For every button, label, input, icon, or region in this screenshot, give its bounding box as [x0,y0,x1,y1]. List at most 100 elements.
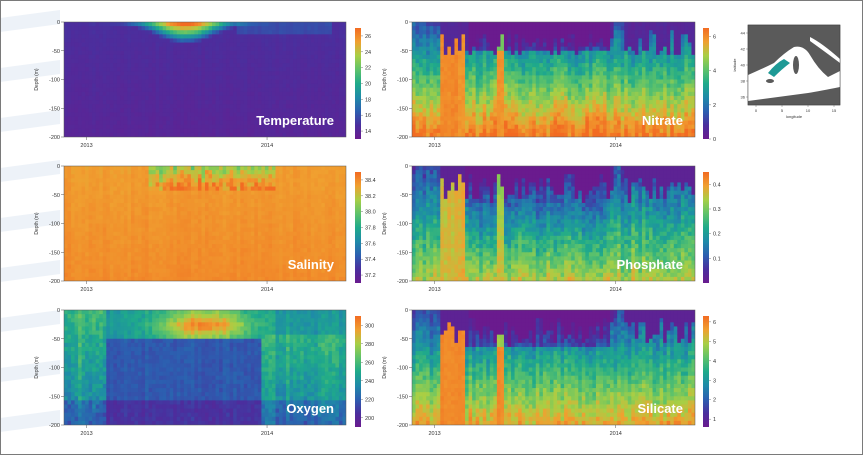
colorbar-tick-label: 38.0 [365,210,376,216]
y-tick-label: 0 [405,164,408,170]
x-tick-label: 2014 [261,287,273,293]
map-x-axis-title: longitude [786,114,803,119]
colorbar-tick-label: 37.4 [365,257,376,263]
colorbar-tick-label: 5 [713,339,716,345]
colorbar-tick-label: 0.1 [713,256,721,262]
phosphate-colorbar [703,172,709,283]
x-tick-label: 2014 [610,431,622,437]
colorbar-tick-label: 240 [365,379,374,385]
map-x-tick-label: 15 [832,108,837,113]
nitrate-y-axis-title: Depth (m) [382,68,388,91]
x-tick-label: 2013 [80,431,92,437]
phosphate-y-axis-title: Depth (m) [382,212,388,235]
colorbar-tick-label: 4 [713,359,716,365]
y-tick-label: -150 [49,250,60,256]
nitrate-panel: 0 -50 -100 -150 -200 Depth (m) 2013 2014 Nitrate… [382,20,716,149]
y-tick-label: -100 [397,78,408,84]
y-tick-label: -150 [397,250,408,256]
y-tick-label: -200 [49,423,60,429]
temperature-colorbar [355,28,361,139]
map-island [766,79,774,83]
x-tick-label: 2014 [261,431,273,437]
y-tick-label: -50 [52,337,60,343]
silicate-y-axis-title: Depth (m) [382,356,388,379]
oxygen-y-axis-title: Depth (m) [34,356,40,379]
y-tick-label: -200 [397,279,408,285]
oxygen-heatmap [64,310,346,425]
map-y-tick-label: 38 [741,79,746,84]
y-tick-label: -50 [400,337,408,343]
y-tick-label: -50 [400,49,408,55]
salinity-heatmap [64,166,346,281]
y-tick-label: 0 [405,308,408,314]
location-map: 0 5 10 15 36 38 40 42 44 longitude latitude [732,24,841,119]
colorbar-tick-label: 300 [365,323,374,329]
map-y-tick-label: 40 [741,63,746,68]
oxygen-panel: 0 -50 -100 -150 -200 Depth (m) 2013 2014 Oxygen 3… [34,308,374,437]
y-tick-label: -150 [49,106,60,112]
map-island [793,56,799,74]
map-sea-adriatic [810,37,840,63]
colorbar-tick-label: 16 [365,113,371,119]
salinity-colorbar [355,172,361,283]
phosphate-panel: 0 -50 -100 -150 -200 Depth (m) 2013 2014 Phospha… [382,164,721,293]
x-tick-label: 2013 [429,287,441,293]
colorbar-tick-label: 24 [365,50,371,56]
silicate-panel-label: Silicate [637,401,683,416]
y-tick-label: -50 [52,193,60,199]
y-tick-label: -100 [49,366,60,372]
colorbar-tick-label: 6 [713,35,716,41]
map-x-tick-label: 0 [755,108,758,113]
y-tick-label: -100 [49,222,60,228]
temperature-y-axis-title: Depth (m) [34,68,40,91]
y-tick-label: -200 [49,135,60,141]
colorbar-tick-label: 0 [713,137,716,143]
map-y-tick-label: 36 [741,95,746,100]
colorbar-tick-label: 0.2 [713,232,721,238]
colorbar-tick-label: 280 [365,342,374,348]
map-study-region [768,59,790,77]
y-tick-label: -50 [400,193,408,199]
y-tick-label: -200 [49,279,60,285]
background-decoration [0,10,60,432]
silicate-heatmap [412,310,695,425]
x-tick-label: 2013 [80,287,92,293]
colorbar-tick-label: 6 [713,320,716,326]
y-tick-label: -50 [52,49,60,55]
salinity-y-axis-title: Depth (m) [34,212,40,235]
nitrate-heatmap [412,22,695,137]
x-tick-label: 2014 [610,143,622,149]
colorbar-tick-label: 200 [365,416,374,422]
colorbar-tick-label: 37.6 [365,241,376,247]
y-tick-label: 0 [57,308,60,314]
y-tick-label: -150 [397,106,408,112]
salinity-panel-label: Salinity [288,257,335,272]
colorbar-tick-label: 220 [365,397,374,403]
colorbar-tick-label: 4 [713,69,716,75]
y-tick-label: -200 [397,423,408,429]
colorbar-tick-label: 37.8 [365,226,376,232]
colorbar-tick-label: 22 [365,66,371,72]
colorbar-tick-label: 260 [365,360,374,366]
colorbar-tick-label: 18 [365,97,371,103]
oxygen-colorbar [355,316,361,427]
colorbar-tick-label: 2 [713,398,716,404]
colorbar-tick-label: 20 [365,82,371,88]
y-tick-label: -200 [397,135,408,141]
colorbar-tick-label: 38.2 [365,194,376,200]
y-tick-label: 0 [57,164,60,170]
temperature-panel-label: Temperature [256,113,334,128]
colorbar-tick-label: 14 [365,129,371,135]
y-tick-label: -150 [397,394,408,400]
nitrate-panel-label: Nitrate [642,113,683,128]
map-y-tick-label: 44 [741,31,746,36]
map-sea [748,46,840,105]
map-y-axis-title: latitude [732,58,737,72]
oxygen-panel-label: Oxygen [286,401,334,416]
colorbar-tick-label: 2 [713,103,716,109]
x-tick-label: 2013 [80,143,92,149]
x-tick-label: 2014 [261,143,273,149]
colorbar-tick-label: 38.4 [365,178,376,184]
map-x-tick-label: 5 [781,108,784,113]
